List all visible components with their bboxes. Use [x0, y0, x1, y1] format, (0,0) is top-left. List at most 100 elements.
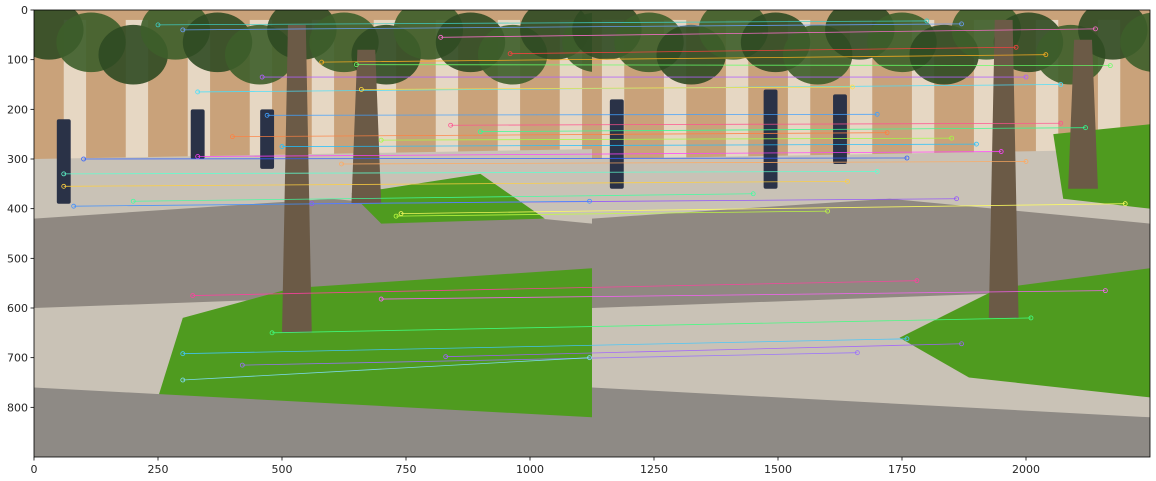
person	[260, 109, 275, 169]
match-line	[272, 317, 1031, 334]
match-line	[83, 157, 907, 160]
x-tick-label: 1500	[764, 463, 792, 476]
keypoint-source	[339, 161, 344, 167]
tree-trunk	[282, 24, 312, 333]
x-tick-label: 1000	[516, 463, 544, 476]
x-tick-label: 2000	[1012, 463, 1040, 476]
y-tick-label: 800	[7, 401, 28, 414]
keypoint-source	[319, 59, 325, 65]
image-plot-area	[34, 10, 1150, 457]
match-line	[182, 23, 962, 31]
match-line	[232, 132, 888, 138]
keypoint-source	[180, 27, 186, 33]
match-line	[133, 193, 754, 202]
keypoint-source	[279, 144, 285, 149]
match-line	[63, 180, 848, 187]
keypoint-target	[1122, 201, 1128, 207]
keypoint-target	[850, 84, 855, 90]
tree-trunk	[351, 49, 382, 204]
keypoint-source	[180, 351, 186, 357]
keypoint-source	[378, 296, 384, 302]
keypoint-source	[358, 87, 364, 92]
keypoint-target	[1058, 82, 1064, 87]
keypoint-target	[1083, 125, 1088, 131]
keypoint-target	[1013, 44, 1019, 50]
keypoint-source	[264, 112, 270, 118]
keypoint-source	[81, 156, 86, 162]
keypoint-target	[959, 341, 964, 347]
keypoint-target	[1093, 26, 1098, 32]
plot-frame	[33, 9, 1151, 458]
keypoint-source	[155, 22, 161, 28]
match-line	[341, 161, 1027, 165]
keypoint-target	[854, 350, 860, 356]
match-line	[321, 54, 1046, 63]
keypoint-target	[1043, 52, 1049, 58]
keypoint-source	[393, 213, 399, 219]
keypoint-source	[448, 122, 454, 128]
keypoint-source	[61, 171, 67, 177]
keypoint-target	[1023, 159, 1029, 164]
paving-stones	[34, 387, 592, 457]
match-line	[356, 64, 1111, 67]
keypoint-target	[914, 278, 920, 284]
y-tick-label: 400	[7, 203, 28, 216]
x-axis: 0 250 500 750 1000 1250 1500 1750 2000	[31, 457, 1040, 476]
match-line	[63, 171, 878, 175]
person	[190, 109, 205, 159]
keypoint-target	[845, 178, 850, 184]
right-photo	[572, 10, 1150, 457]
match-line	[510, 46, 1017, 55]
match-line	[480, 127, 1086, 133]
match-line	[73, 200, 590, 207]
match-lines	[61, 18, 1128, 383]
x-tick-label: 750	[396, 463, 417, 476]
keypoint-target	[1102, 288, 1108, 294]
match-line	[182, 338, 907, 355]
x-tick-label: 1750	[888, 463, 916, 476]
y-tick-label: 600	[7, 302, 28, 315]
keypoint-target	[904, 155, 910, 161]
keypoint-source	[269, 330, 275, 336]
x-tick-label: 500	[272, 463, 293, 476]
keypoint-source	[195, 89, 201, 95]
grass-lawn	[899, 268, 1150, 398]
keypoint-source	[507, 51, 513, 57]
keypoint-target	[1107, 63, 1113, 69]
keypoint-target	[949, 135, 954, 141]
tree-trunk	[1068, 39, 1098, 189]
keypoint-source	[438, 34, 444, 40]
match-line	[440, 28, 1096, 38]
keypoint-source	[259, 74, 265, 80]
keypoint-source	[378, 137, 384, 143]
match-line	[361, 86, 853, 90]
person	[609, 99, 624, 189]
stitched-photo	[34, 10, 1150, 457]
match-line	[401, 203, 1126, 215]
keypoint-source	[443, 354, 449, 360]
y-tick-label: 700	[7, 352, 28, 365]
keypoint-source	[71, 203, 77, 209]
keypoint-source	[477, 129, 483, 135]
match-line	[197, 151, 1002, 157]
keypoint-target	[974, 141, 979, 147]
keypoint-target	[959, 21, 964, 27]
keypoint-source	[353, 62, 359, 68]
keypoint-target	[750, 191, 756, 197]
left-photo	[34, 10, 632, 457]
keypoint-target	[587, 355, 592, 361]
y-axis: 0 100 200 300 400 500 600 700 800	[7, 4, 34, 414]
keypoint-source	[190, 293, 196, 298]
y-tick-label: 300	[7, 153, 28, 166]
match-line	[381, 137, 952, 141]
x-tick-label: 250	[148, 463, 169, 476]
keypoint-target	[904, 336, 910, 342]
match-line	[445, 343, 962, 358]
keypoint-source	[180, 377, 186, 383]
keypoint-target	[884, 130, 890, 136]
match-line	[267, 113, 878, 116]
person	[56, 119, 71, 204]
x-tick-label: 1250	[640, 463, 668, 476]
keypoint-target	[825, 208, 830, 214]
paving-stones	[592, 387, 1150, 457]
